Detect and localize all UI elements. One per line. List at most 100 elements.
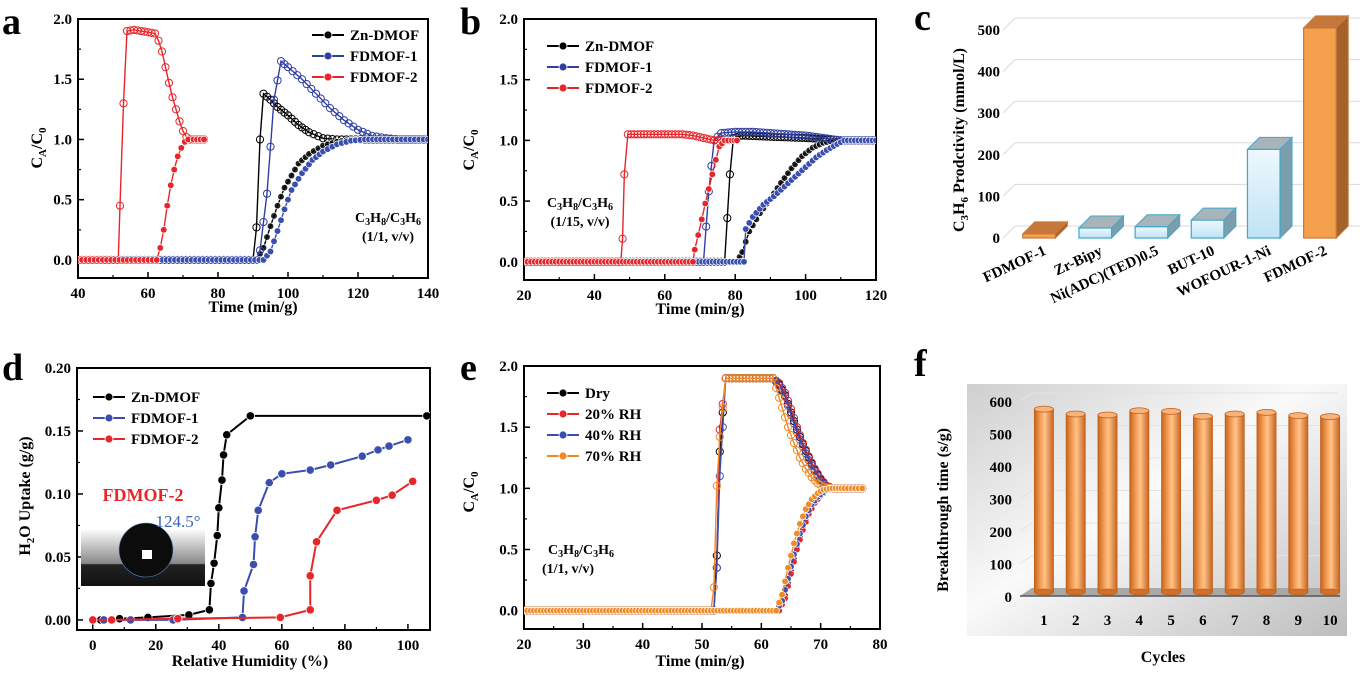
legend-label: 40% RH: [585, 428, 642, 444]
data-point: [156, 244, 164, 252]
y-tick-label-a: 0.5: [53, 193, 72, 209]
legend-item: Zn-DMOF: [547, 39, 654, 55]
bar-front: [1078, 227, 1113, 239]
data-point: [248, 559, 259, 570]
data-point: [786, 431, 796, 440]
data-point: [371, 495, 382, 505]
data-point: [259, 217, 268, 227]
gridline-c-depth: [1002, 17, 1016, 31]
data-point: [263, 233, 271, 241]
cylinder-body: [1320, 416, 1341, 593]
legend-label: FDMOF-2: [131, 432, 198, 448]
x-tick-label-d: 0: [89, 638, 97, 654]
data-point: [217, 475, 227, 485]
data-point: [264, 478, 274, 488]
legend-marker-icon: [104, 413, 114, 423]
y-tick-label-e: 1.0: [499, 481, 518, 497]
series-e-70-rh-c3h6: [524, 484, 866, 615]
y-tick-label-a: 1.0: [53, 132, 72, 148]
bar-front: [1303, 27, 1337, 239]
legend-item: Zn-DMOF: [93, 390, 200, 406]
bar-f: [1256, 408, 1277, 596]
plot-area-e: 20 30 40 50 60 70 80 0.0 0.5 1.0 1.5 2.0 Dry 20% RH 40…: [499, 359, 887, 653]
data-point: [284, 196, 292, 204]
data-point: [266, 222, 275, 230]
cylinder-body: [1129, 410, 1150, 593]
legend-marker-icon: [323, 51, 333, 61]
inset-title: FDMOF-2: [103, 485, 184, 505]
cylinder-base: [1129, 588, 1150, 596]
y-axis-title-f: Breakthrough time (s/g): [935, 428, 952, 592]
legend-item: 70% RH: [547, 449, 642, 465]
data-point: [311, 537, 322, 547]
x-tick-label-c: FDMOF-1: [981, 243, 1049, 286]
x-tick-label-f: 2: [1072, 613, 1080, 629]
data-point: [709, 583, 718, 592]
series-line: [78, 29, 204, 261]
cylinder-top: [1033, 405, 1054, 413]
bar-c: [1021, 220, 1069, 240]
legend-label: FDMOF-2: [585, 81, 652, 97]
x-tick-label-b: 80: [728, 288, 743, 304]
data-point: [715, 432, 724, 442]
x-tick-label-b: 40: [587, 288, 602, 304]
data-point: [718, 403, 727, 412]
legend-marker-icon: [558, 430, 568, 440]
cylinder-top: [1192, 412, 1213, 420]
legend-marker-icon: [558, 451, 568, 461]
bar-f: [1129, 407, 1150, 596]
data-point: [266, 142, 275, 151]
svg-text:C3H8/C3H6: C3H8/C3H6: [355, 211, 421, 228]
data-point: [801, 464, 810, 473]
y-axis-title-e: CA/C0: [461, 471, 481, 513]
x-tick-label-b: 20: [517, 288, 532, 304]
data-point: [206, 578, 216, 588]
data-point: [314, 132, 323, 141]
plot-area-f: 0 100 200 300 400 500 600 1 2 3 4 5 6 7 8 9 10: [990, 392, 1341, 629]
y-tick-label-c: 300: [978, 106, 1001, 122]
x-axis-title-b: Time (min/g): [655, 301, 744, 318]
panel-label-d: d: [2, 347, 23, 389]
legend-item: FDMOF-2: [93, 432, 198, 448]
y-tick-label-f: 600: [990, 395, 1013, 411]
x-tick-label-b: 100: [794, 288, 817, 304]
data-point: [620, 170, 629, 179]
bar-side: [1279, 136, 1293, 240]
data-point: [177, 144, 185, 152]
y-tick-label-c: 100: [978, 189, 1001, 205]
x-tick-label-f: 8: [1263, 613, 1271, 629]
y-tick-label-a: 1.5: [53, 72, 72, 88]
data-point: [218, 450, 229, 460]
x-tick-label-a: 60: [141, 286, 156, 302]
series-group-d: [88, 411, 430, 625]
svg-text:C3H6 Prodctivity (mmol/L): C3H6 Prodctivity (mmol/L): [951, 48, 971, 232]
data-point: [712, 563, 721, 572]
data-point: [789, 419, 799, 428]
gridline-c-depth: [1002, 142, 1016, 156]
data-point: [160, 226, 168, 234]
data-point: [694, 231, 702, 239]
data-point: [422, 411, 430, 421]
cylinder-base: [1097, 588, 1118, 596]
data-point: [796, 520, 804, 528]
droplet-highlight: [142, 550, 152, 559]
data-point: [784, 169, 792, 177]
legend-label: FDMOF-1: [131, 411, 198, 427]
x-tick-label-e: 50: [695, 637, 710, 653]
x-tick-label-d: 40: [211, 638, 226, 654]
data-point: [266, 247, 275, 256]
x-tick-label-d: 80: [337, 638, 352, 654]
y-axis-title-a: CA/C0: [29, 127, 49, 169]
data-point: [147, 28, 156, 37]
y-tick-label-b: 1.5: [499, 73, 518, 89]
legend-item: Zn-DMOF: [312, 28, 419, 44]
data-point: [745, 219, 753, 227]
data-point: [403, 435, 413, 445]
data-point: [630, 130, 639, 139]
data-point: [245, 411, 255, 421]
data-point: [626, 130, 636, 139]
y-axis-title-b: CA/C0: [461, 129, 481, 171]
